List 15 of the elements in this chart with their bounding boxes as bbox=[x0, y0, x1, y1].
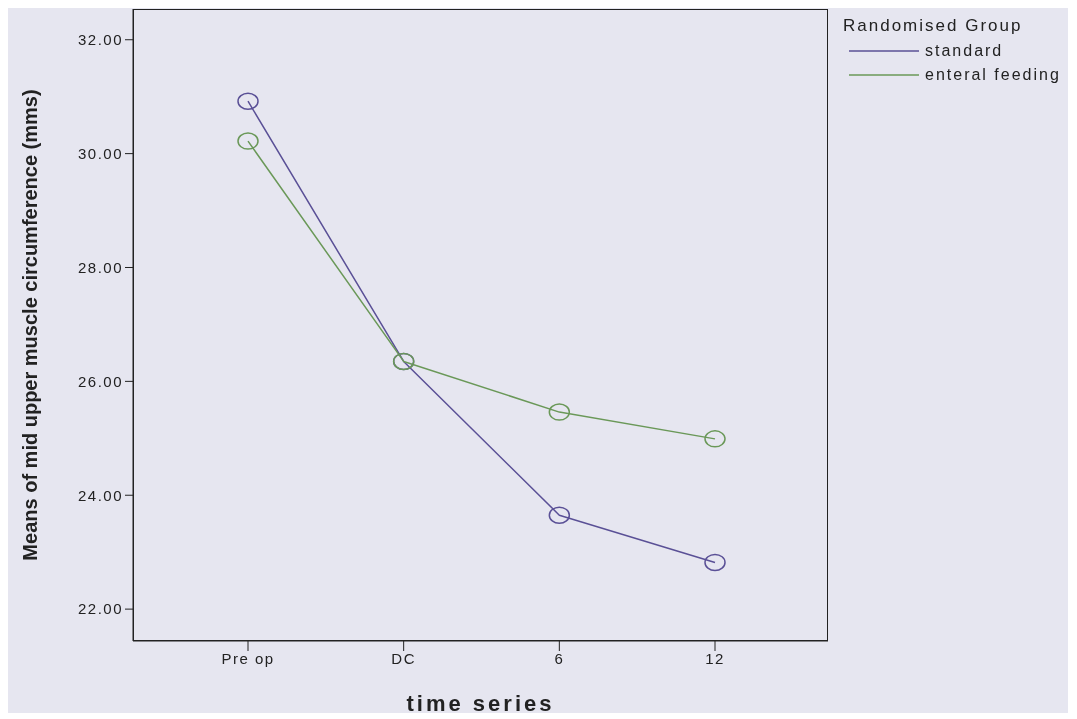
y-tick-label: 26.00 bbox=[77, 372, 123, 390]
y-tick-label: 24.00 bbox=[77, 486, 123, 504]
legend-label: standard bbox=[925, 42, 1004, 60]
y-axis-title: Means of mid upper muscle circumference (mms) bbox=[19, 89, 42, 561]
legend-label: enteral feeding bbox=[925, 66, 1061, 84]
y-tick-label: 22.00 bbox=[77, 600, 123, 618]
y-tick-label: 28.00 bbox=[77, 258, 123, 276]
y-tick-label: 32.00 bbox=[77, 31, 123, 49]
x-tick-label: 12 bbox=[705, 649, 725, 667]
y-tick-label: 30.00 bbox=[77, 144, 123, 162]
x-tick-label: DC bbox=[391, 649, 416, 667]
x-tick-label: Pre op bbox=[221, 649, 275, 667]
x-tick-label: 6 bbox=[554, 649, 565, 667]
legend-title: Randomised Group bbox=[843, 16, 1024, 36]
x-axis-title: time series bbox=[406, 691, 555, 716]
